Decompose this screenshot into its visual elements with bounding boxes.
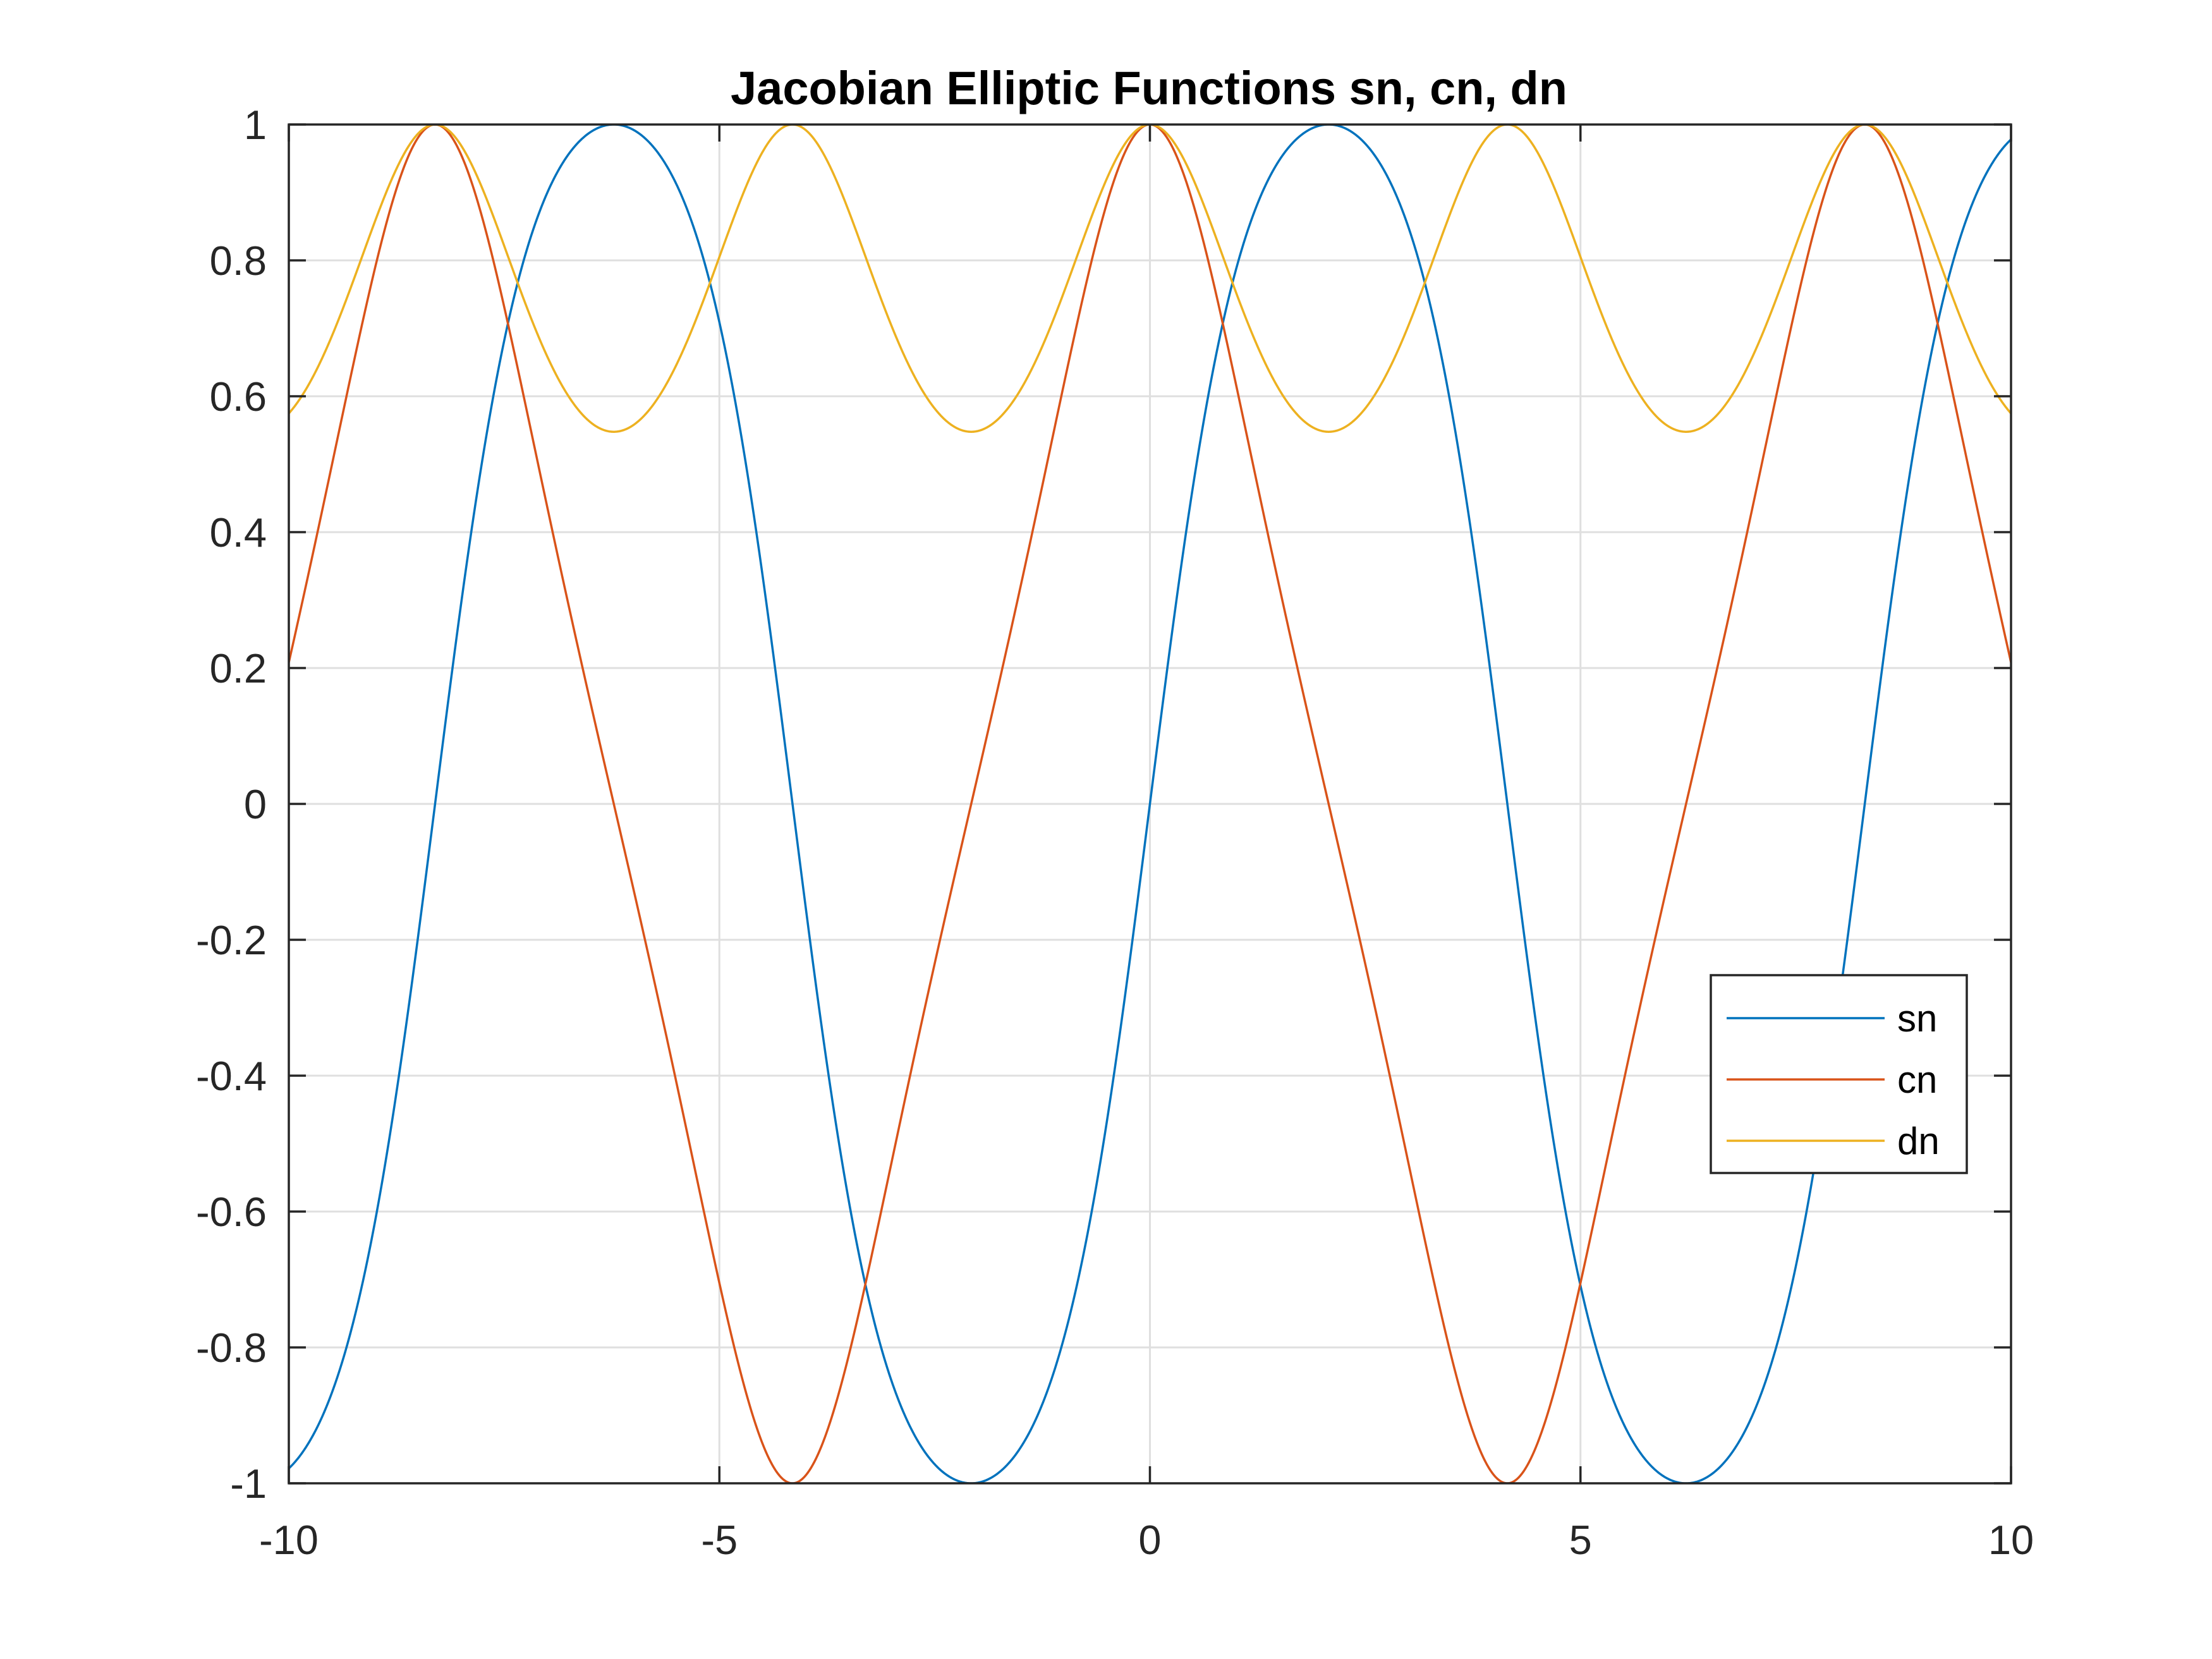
y-tick-label: 0.6 <box>210 374 267 420</box>
y-tick-label: -0.8 <box>196 1325 267 1371</box>
y-tick-label: -0.4 <box>196 1053 267 1099</box>
series-line-sn <box>289 125 2011 1483</box>
x-tick-label: -5 <box>701 1517 738 1563</box>
y-tick-label: -0.6 <box>196 1189 267 1235</box>
y-tick-label: -0.2 <box>196 917 267 963</box>
y-tick-label: 0.2 <box>210 645 267 691</box>
plot-area <box>289 125 2011 1483</box>
chart-title: Jacobian Elliptic Functions sn, cn, dn <box>731 62 1567 114</box>
tick-labels: -10 -5 0 5 10 -1 -0.8 -0.6 -0.4 -0.2 0 0.2 0.4 0.6 0.8… <box>196 102 2034 1563</box>
y-tick-label: 0 <box>244 781 267 827</box>
y-tick-label: 0.4 <box>210 509 267 556</box>
x-tick-label: -10 <box>259 1517 319 1563</box>
x-tick-label: 5 <box>1569 1517 1592 1563</box>
y-tick-label: 0.8 <box>210 238 267 284</box>
legend: sn cn dn <box>1710 974 1968 1174</box>
x-tick-label: 10 <box>1988 1517 2034 1563</box>
grid-lines <box>289 125 2011 1483</box>
legend-label-dn: dn <box>1897 1120 1940 1162</box>
series-line-dn <box>289 125 2011 433</box>
legend-label-sn: sn <box>1897 997 1937 1040</box>
axes <box>288 123 2012 1485</box>
y-tick-label: 1 <box>244 102 267 148</box>
legend-label-cn: cn <box>1897 1059 1937 1101</box>
y-tick-label: -1 <box>230 1461 267 1507</box>
series-line-cn <box>289 125 2011 1483</box>
x-tick-label: 0 <box>1138 1517 1161 1563</box>
